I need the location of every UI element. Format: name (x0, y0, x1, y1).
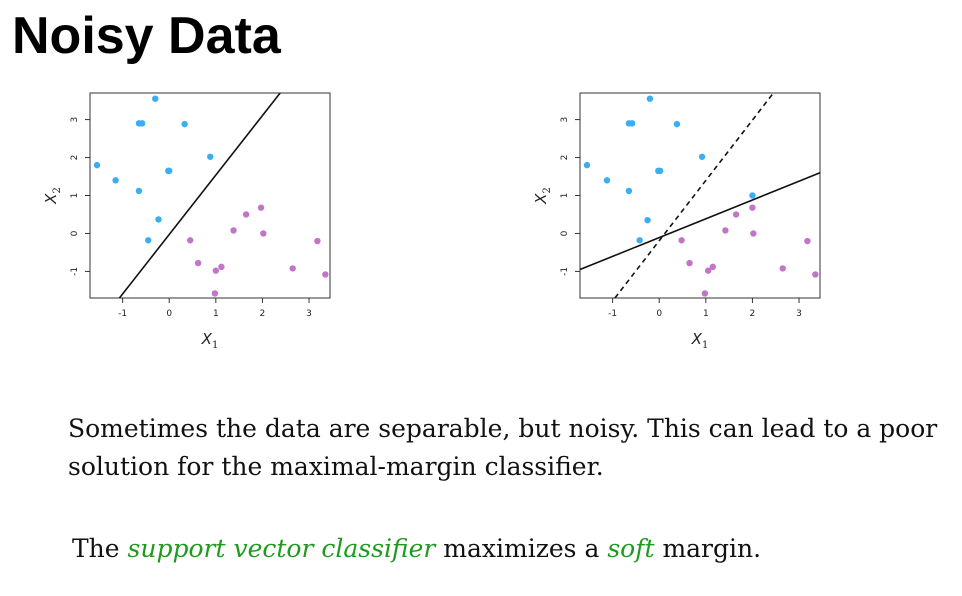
x-tick-label: 2 (750, 309, 756, 319)
purple-point (709, 263, 717, 271)
blue-point (628, 120, 636, 127)
purple-point (218, 263, 225, 271)
purple-point (704, 267, 712, 274)
x-tick-label: 1 (213, 309, 219, 319)
scatter-svg: -1 0 1 2 3 -1 0 1 2 3 X1 X2 (532, 92, 821, 351)
x-tick-label: -1 (118, 309, 127, 319)
y-axis-label-sub: 2 (52, 187, 63, 193)
y-tick-label: 0 (70, 230, 80, 236)
decision-lines (580, 93, 820, 298)
y-axis-label: X2 (42, 187, 63, 205)
emphasis-soft: soft (607, 534, 655, 563)
paragraph-text-part: maximizes a (435, 534, 608, 563)
blue-point (583, 161, 591, 169)
y-tick-label: 3 (560, 117, 570, 123)
blue-point (625, 187, 633, 195)
blue-point (603, 177, 611, 184)
purple-point (257, 204, 265, 211)
dashed-hyperplane (614, 93, 775, 298)
decision-lines (118, 93, 281, 298)
blue-point (636, 237, 643, 244)
y-tick-label: 1 (70, 193, 80, 199)
blue-point (135, 187, 143, 195)
scatter-svg: -1 0 1 2 3 -1 0 1 2 3 X1 X2 (42, 92, 331, 351)
purple-point (289, 265, 296, 272)
scatter-plot-right: -1 0 1 2 3 -1 0 1 2 3 X1 X2 (520, 85, 830, 360)
purple-point (749, 204, 756, 211)
paragraph-text-part: The (72, 534, 128, 563)
x-axis-label-sub: 1 (702, 340, 708, 351)
x-tick-label: 1 (703, 309, 709, 319)
y-tick-label: -1 (70, 267, 80, 276)
blue-point (656, 167, 664, 175)
y-tick-label: 1 (560, 193, 570, 199)
purple-point (686, 259, 693, 267)
paragraph-text-part: margin. (654, 534, 762, 563)
x-tick-label: 0 (656, 309, 662, 319)
solid-hyperplane (118, 93, 281, 298)
purple-point (186, 237, 194, 244)
purple-point (211, 290, 219, 297)
purple-point (678, 237, 685, 244)
purple-point (260, 230, 267, 237)
x-tick-label: 3 (796, 309, 802, 319)
emphasis-support-vector-classifier: support vector classifier (127, 534, 436, 563)
x-axis-label: X1 (201, 330, 219, 351)
x-tick-label: 0 (166, 309, 172, 319)
purple-point (242, 211, 250, 218)
blue-point (207, 153, 214, 160)
blue-point (138, 120, 146, 127)
purple-point (194, 259, 202, 267)
blue-point (749, 192, 756, 199)
purple-point (812, 271, 819, 278)
blue-point (155, 216, 162, 223)
blue-point (646, 95, 654, 102)
scatter-plot-left: -1 0 1 2 3 -1 0 1 2 3 X1 X2 (30, 85, 340, 360)
y-axis-label-sub: 2 (542, 187, 553, 193)
purple-point (701, 290, 709, 297)
blue-point (644, 216, 651, 224)
purple-point (804, 237, 811, 245)
x-tick-label: -1 (608, 309, 617, 319)
slide-title: Noisy Data (12, 7, 281, 65)
purple-point (779, 265, 786, 272)
solid-hyperplane (580, 171, 820, 271)
y-axis-label: X2 (532, 187, 553, 205)
purple-point (750, 230, 757, 237)
blue-point (698, 153, 706, 160)
blue-point (145, 237, 152, 244)
purple-point (230, 227, 237, 234)
purple-point (722, 227, 729, 234)
blue-point (112, 177, 119, 184)
noisy-data-paragraph: Sometimes the data are separable, but no… (68, 414, 938, 481)
support-vector-paragraph: The support vector classifier maximizes … (72, 530, 952, 568)
purple-point (732, 211, 740, 218)
y-tick-label: 3 (70, 117, 80, 123)
y-tick-label: -1 (560, 267, 570, 276)
purple-point (322, 271, 329, 278)
x-axis-label: X1 (691, 330, 709, 351)
x-tick-label: 2 (260, 309, 266, 319)
blue-point (181, 120, 188, 128)
x-tick-label: 3 (306, 309, 312, 319)
y-tick-label: 2 (560, 155, 570, 161)
y-tick-label: 0 (560, 230, 570, 236)
purple-point (314, 237, 321, 245)
purple-point (212, 267, 220, 274)
blue-point (93, 161, 101, 169)
x-axis-label-sub: 1 (212, 340, 218, 351)
y-tick-label: 2 (70, 155, 80, 161)
blue-point (673, 120, 681, 128)
blue-point (166, 167, 173, 175)
blue-point (152, 95, 159, 102)
